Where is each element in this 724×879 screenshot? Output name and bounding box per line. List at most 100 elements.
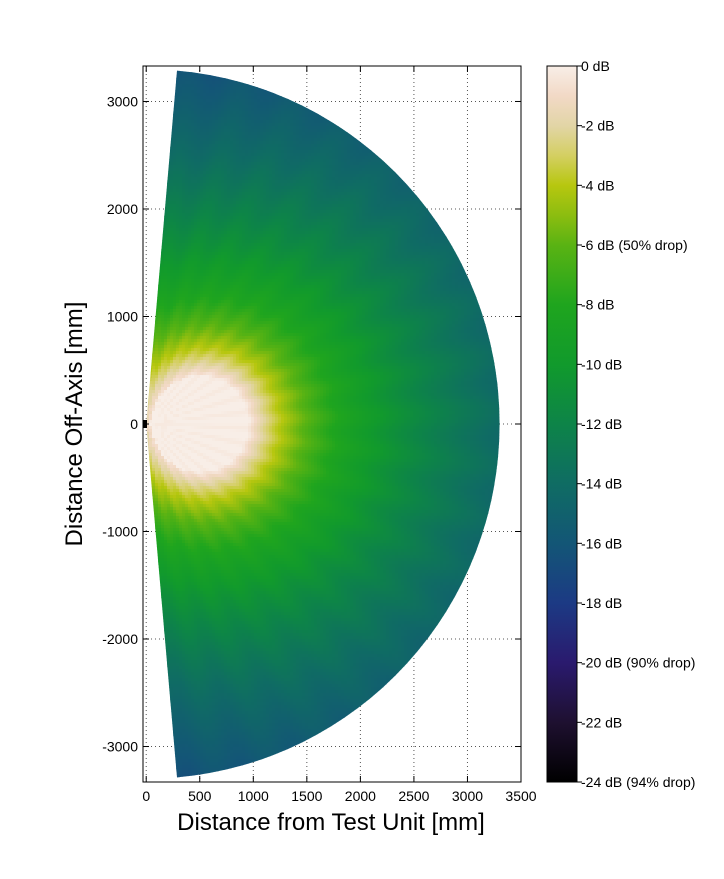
field-cell [173,660,177,664]
field-cell [155,429,159,433]
field-cell [179,714,183,718]
field-cell [176,354,180,358]
field-cell [173,180,177,184]
field-cell [176,165,180,169]
field-cell [197,726,201,730]
field-cell [188,90,192,94]
field-cell [203,195,207,199]
field-cell [185,408,189,412]
field-cell [155,327,159,331]
field-cell [161,243,165,247]
field-cell [182,759,186,763]
field-cell [206,261,210,265]
field-cell [149,426,153,430]
field-cell [164,573,168,577]
field-cell [179,699,183,703]
field-cell [185,420,189,424]
field-cell [185,705,189,709]
field-cell [200,618,204,622]
field-cell [197,534,201,538]
field-cell [188,327,192,331]
field-cell [188,642,192,646]
field-cell [188,567,192,571]
field-cell [191,666,195,670]
field-cell [197,627,201,631]
field-cell [182,489,186,493]
field-cell [203,522,207,526]
field-cell [197,351,201,355]
field-cell [188,594,192,598]
field-cell [182,618,186,622]
field-cell [179,363,183,367]
field-cell [182,93,186,97]
field-cell [182,654,186,658]
field-cell [182,252,186,256]
field-cell [200,441,204,445]
field-cell [185,603,189,607]
field-cell [188,309,192,313]
field-cell [182,186,186,190]
field-cell [191,246,195,250]
field-cell [182,741,186,745]
field-cell [200,699,204,703]
field-cell [176,507,180,511]
field-cell [179,324,183,328]
field-cell [188,489,192,493]
field-cell [200,558,204,562]
field-cell [203,126,207,130]
field-cell [191,600,195,604]
field-cell [158,465,162,469]
field-cell [185,756,189,760]
field-cell [203,546,207,550]
field-cell [164,531,168,535]
field-cell [164,408,168,412]
field-cell [173,645,177,649]
field-cell [194,726,198,730]
field-cell [149,396,153,400]
field-cell [203,354,207,358]
field-cell [197,765,201,769]
field-cell [170,180,174,184]
field-cell [176,486,180,490]
field-cell [176,291,180,295]
field-cell [191,624,195,628]
field-cell [188,246,192,250]
field-cell [182,684,186,688]
field-cell [188,483,192,487]
field-cell [170,306,174,310]
field-cell [191,333,195,337]
field-cell [158,378,162,382]
field-cell [206,165,210,169]
field-cell [203,198,207,202]
field-cell [179,555,183,559]
field-cell [206,462,210,466]
field-cell [194,762,198,766]
field-cell [176,459,180,463]
field-cell [161,570,165,574]
field-cell [206,729,210,733]
field-cell [197,378,201,382]
field-cell [164,435,168,439]
field-cell [188,693,192,697]
field-cell [152,342,156,346]
field-cell [170,561,174,565]
field-cell [188,621,192,625]
field-cell [176,213,180,217]
field-cell [149,429,153,433]
field-cell [176,492,180,496]
field-cell [179,129,183,133]
field-cell [197,327,201,331]
field-cell [206,468,210,472]
field-cell [194,441,198,445]
field-cell [185,636,189,640]
field-cell [182,234,186,238]
field-cell [170,231,174,235]
field-cell [200,483,204,487]
field-cell [203,696,207,700]
field-cell [152,396,156,400]
field-cell [185,156,189,160]
field-cell [188,603,192,607]
field-cell [194,126,198,130]
field-cell [176,657,180,661]
field-cell [182,339,186,343]
